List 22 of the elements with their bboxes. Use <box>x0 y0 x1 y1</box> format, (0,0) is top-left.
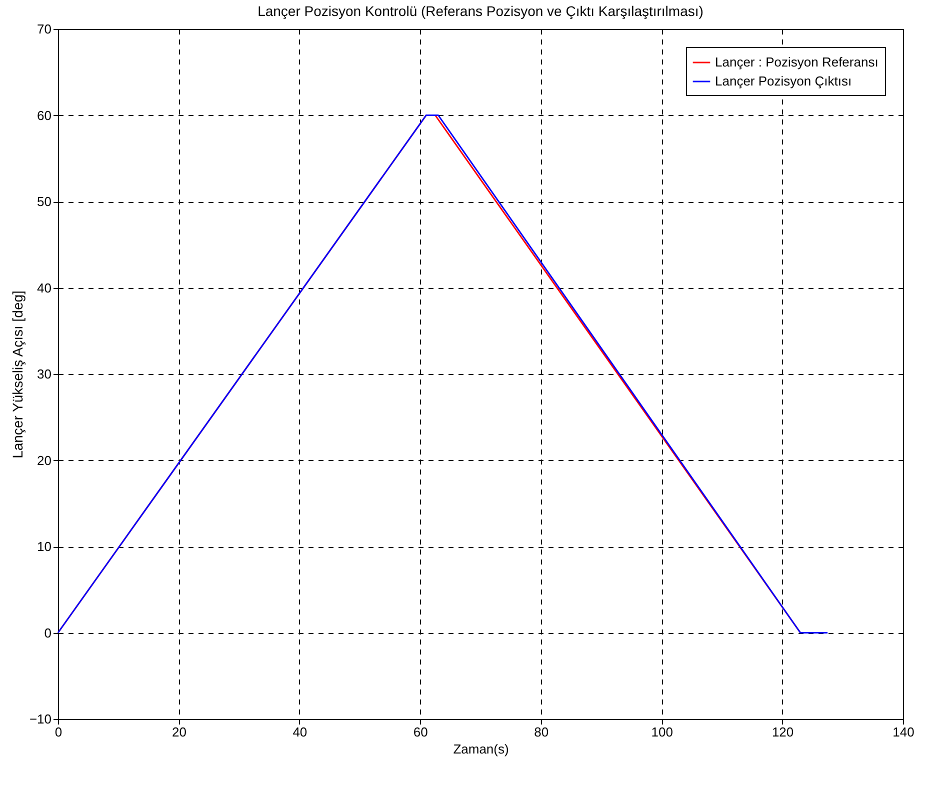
y-tick-label: 60 <box>37 108 52 123</box>
y-tick-label: −10 <box>29 712 52 726</box>
x-tick-label: 140 <box>892 724 914 740</box>
x-tick-label: 80 <box>534 724 549 740</box>
chart-title: Lançer Pozisyon Kontrolü (Referans Pozisyon ve Çıktı Karşılaştırılması) <box>258 3 704 19</box>
x-tick-label: 0 <box>54 724 62 740</box>
y-tick-label: 20 <box>37 452 52 468</box>
x-tick-label: 40 <box>292 724 308 740</box>
x-axis-title: Zaman(s) <box>453 742 509 756</box>
legend-label: Lançer : Pozisyon Referansı <box>715 54 878 70</box>
y-tick-label: 40 <box>37 280 52 296</box>
x-tick-label: 60 <box>413 724 428 740</box>
y-tick-label: 70 <box>37 22 52 36</box>
y-tick-label: 10 <box>37 539 52 554</box>
x-tick-label: 120 <box>772 724 794 740</box>
y-tick-label: 0 <box>44 625 52 640</box>
y-tick-label: 30 <box>37 366 52 382</box>
x-tick-label: 20 <box>172 724 186 740</box>
y-tick-label: 50 <box>37 194 52 209</box>
y-axis-title: Lançer Yükseliş Açısı [deg] <box>9 290 26 458</box>
legend-label: Lançer Pozisyon Çıktısı <box>715 74 852 88</box>
x-tick-label: 100 <box>651 724 673 740</box>
